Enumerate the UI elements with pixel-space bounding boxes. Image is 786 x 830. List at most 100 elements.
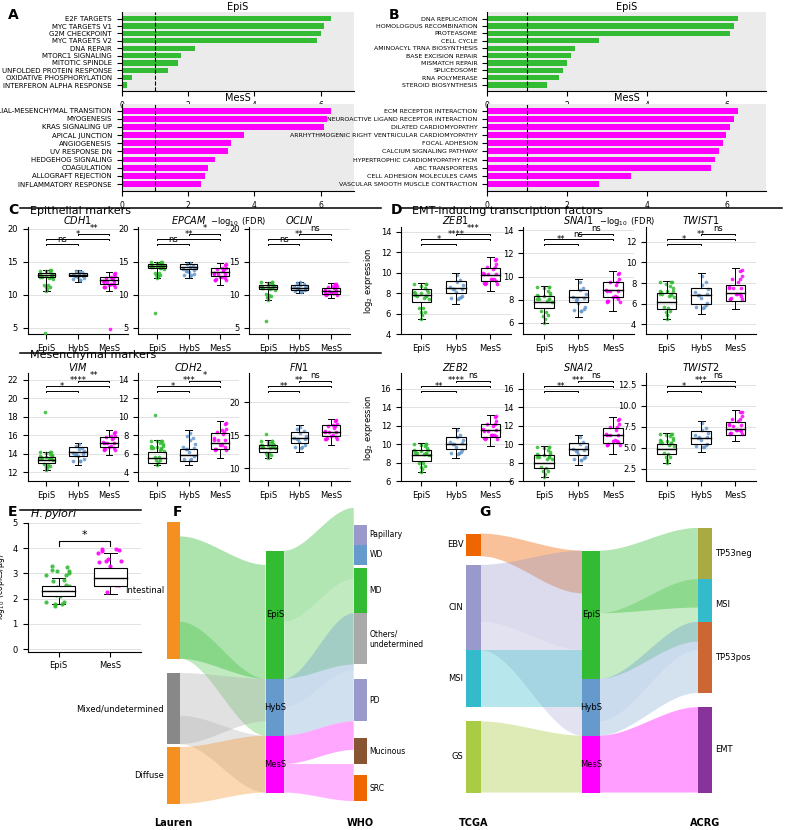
Point <box>665 288 678 301</box>
Point <box>180 264 193 277</box>
Title: $\it{OCLN}$: $\it{OCLN}$ <box>285 214 314 226</box>
Point <box>182 445 195 458</box>
Point <box>455 437 468 450</box>
Point <box>45 446 57 459</box>
Point <box>115 554 127 568</box>
Point <box>73 273 86 286</box>
Text: *: * <box>60 382 64 390</box>
Point <box>579 287 592 300</box>
Point <box>155 442 167 456</box>
Point <box>188 267 200 281</box>
Point <box>535 461 548 474</box>
Point <box>575 304 588 317</box>
Point <box>321 432 333 445</box>
Point <box>288 281 300 294</box>
Text: ns: ns <box>714 371 723 380</box>
Point <box>295 285 307 298</box>
Point <box>38 278 50 291</box>
Point <box>322 425 335 438</box>
Point <box>215 271 228 284</box>
Point <box>101 585 113 598</box>
Text: MSI: MSI <box>715 600 730 609</box>
Point <box>490 274 502 287</box>
Bar <box>487 124 730 129</box>
Text: ****: **** <box>447 377 465 385</box>
Point <box>613 295 626 309</box>
Point <box>39 405 51 418</box>
Point <box>211 262 223 276</box>
Point <box>263 447 276 460</box>
Point <box>660 312 673 325</box>
Point <box>47 453 60 466</box>
Text: MesS: MesS <box>264 759 286 769</box>
Point <box>667 432 679 445</box>
Point <box>293 282 306 295</box>
Point <box>110 542 123 555</box>
Point <box>39 281 52 294</box>
Point <box>659 451 672 464</box>
Point <box>154 268 167 281</box>
Polygon shape <box>180 622 266 735</box>
Bar <box>149 264 166 268</box>
Point <box>256 281 269 294</box>
Point <box>600 427 612 441</box>
Text: **: ** <box>90 371 97 380</box>
Point <box>34 446 46 459</box>
Bar <box>94 569 127 586</box>
Point <box>97 572 109 585</box>
Point <box>42 452 55 466</box>
Text: D: D <box>391 203 402 217</box>
Point <box>72 437 85 451</box>
Point <box>327 281 340 295</box>
Point <box>421 443 434 457</box>
Point <box>186 432 199 445</box>
Point <box>50 588 62 601</box>
Text: *: * <box>202 224 207 233</box>
Point <box>729 287 742 300</box>
Point <box>486 428 498 442</box>
Title: $\it{CDH1}$: $\it{CDH1}$ <box>64 214 92 226</box>
Point <box>701 296 714 310</box>
Point <box>108 426 120 439</box>
Point <box>261 290 274 303</box>
Point <box>43 281 56 294</box>
Point <box>256 439 269 452</box>
Point <box>653 433 666 447</box>
Bar <box>481 267 500 281</box>
Point <box>479 432 491 446</box>
Point <box>77 447 90 461</box>
Point <box>573 431 586 444</box>
Point <box>455 290 468 304</box>
Polygon shape <box>180 673 266 745</box>
Point <box>155 261 167 274</box>
Title: $\it{VIM}$: $\it{VIM}$ <box>68 361 88 373</box>
Point <box>696 278 708 291</box>
Point <box>44 264 57 277</box>
Bar <box>487 23 734 29</box>
Text: CIN: CIN <box>449 603 464 612</box>
Point <box>219 257 232 271</box>
Point <box>149 408 162 422</box>
Text: Papillary: Papillary <box>369 530 403 540</box>
Point <box>108 441 120 454</box>
Point <box>420 278 432 291</box>
Point <box>155 434 167 447</box>
Text: ns: ns <box>310 371 320 380</box>
Point <box>97 276 110 289</box>
Point <box>690 440 703 453</box>
Point <box>579 440 592 453</box>
Point <box>664 430 677 443</box>
Point <box>415 312 428 325</box>
Point <box>698 440 711 453</box>
Point <box>294 427 307 440</box>
Point <box>109 281 122 294</box>
Point <box>320 288 332 301</box>
Point <box>736 293 748 306</box>
Title: $\it{TWIST1}$: $\it{TWIST1}$ <box>682 214 720 226</box>
Polygon shape <box>481 550 582 650</box>
Point <box>269 442 281 455</box>
Point <box>609 278 622 291</box>
Point <box>578 451 591 464</box>
Point <box>420 447 432 460</box>
Text: *: * <box>681 235 686 243</box>
